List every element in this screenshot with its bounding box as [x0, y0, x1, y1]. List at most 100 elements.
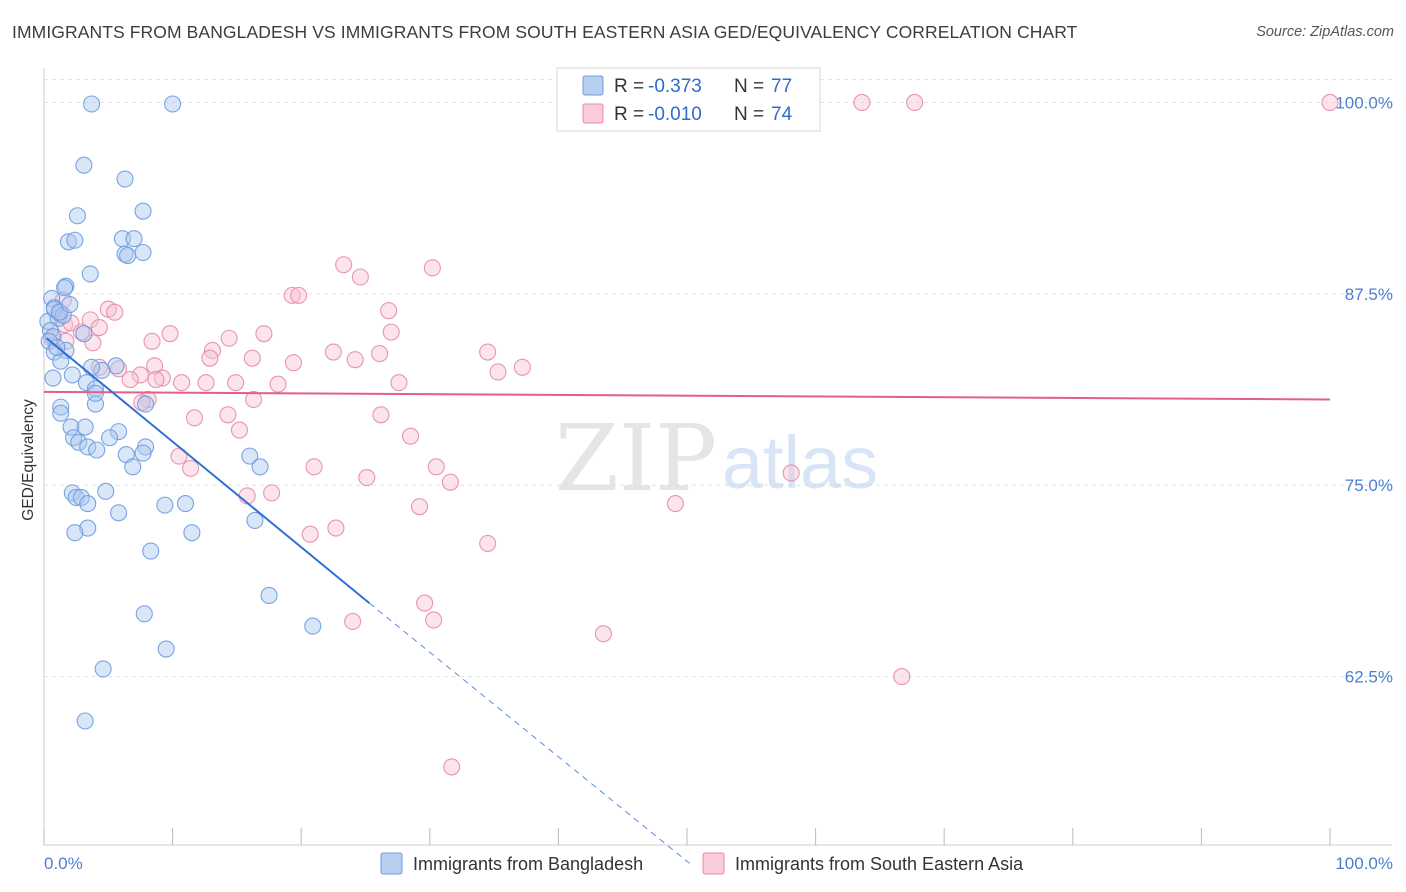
- sea-point-2: [1321, 93, 1339, 112]
- bangladesh-point-31: [93, 361, 111, 379]
- sea-point-0: [853, 93, 871, 112]
- bangladesh-point-1: [164, 95, 182, 113]
- bottom-legend-swatch-pink: [702, 852, 725, 875]
- sea-point-44: [197, 374, 215, 392]
- bangladesh-point-8: [59, 233, 77, 251]
- sea-point-69: [479, 534, 497, 552]
- series-bangladesh: [39, 95, 322, 730]
- series-south-eastern-asia: [43, 93, 1339, 776]
- trend-line-south-eastern-asia: [43, 390, 1331, 401]
- sea-point-74: [893, 668, 911, 686]
- sea-point-63: [238, 487, 256, 505]
- watermark-atlas: atlas: [722, 421, 878, 504]
- bangladesh-point-32: [83, 358, 101, 376]
- sea-point-73: [594, 625, 612, 643]
- bangladesh-point-34: [63, 366, 81, 384]
- sea-point-15: [90, 318, 108, 337]
- bangladesh-point-40: [52, 404, 70, 422]
- bangladesh-point-12: [119, 247, 137, 265]
- sea-point-58: [305, 458, 323, 476]
- sea-point-19: [57, 332, 75, 350]
- grid-lines: [44, 79, 1392, 678]
- sea-point-54: [230, 421, 249, 439]
- bangladesh-point-15: [56, 279, 74, 297]
- bangladesh-point-38: [137, 395, 155, 413]
- chart-source: Source: ZipAtlas.com: [1256, 24, 1394, 40]
- bangladesh-point-64: [66, 524, 84, 542]
- bangladesh-point-48: [88, 441, 106, 459]
- y-tick-label-2: 87.5%: [1345, 285, 1393, 304]
- bangladesh-point-30: [107, 357, 125, 375]
- sea-point-22: [161, 325, 179, 343]
- x-tick-label-max: 100.0%: [1335, 854, 1393, 873]
- legend-r-label-pink: R =: [614, 104, 644, 125]
- chart-title: IMMIGRANTS FROM BANGLADESH VS IMMIGRANTS…: [12, 22, 1078, 42]
- bangladesh-point-61: [110, 504, 128, 522]
- sea-point-68: [301, 525, 319, 543]
- legend-swatch-pink: [582, 103, 604, 124]
- bangladesh-point-57: [72, 488, 90, 507]
- sea-point-53: [372, 406, 390, 424]
- bangladesh-point-58: [97, 482, 115, 500]
- sea-point-23: [255, 325, 273, 343]
- sea-point-70: [416, 594, 434, 612]
- sea-point-34: [146, 357, 164, 375]
- sea-point-3: [335, 256, 353, 274]
- sea-point-57: [182, 459, 200, 477]
- sea-point-45: [227, 374, 245, 392]
- y-axis-label: GED/Equivalency: [20, 399, 37, 521]
- trend-lines: [43, 337, 1331, 864]
- sea-point-1: [906, 93, 924, 112]
- sea-point-51: [185, 409, 204, 427]
- legend: R = -0.373 N = 77 R = -0.010 N = 74: [556, 67, 821, 132]
- sea-point-38: [153, 369, 171, 387]
- sea-point-55: [401, 427, 420, 445]
- bangladesh-point-73: [79, 495, 97, 513]
- sea-point-61: [441, 473, 459, 491]
- bangladesh-point-25: [75, 325, 93, 343]
- sea-point-21: [143, 332, 161, 350]
- bangladesh-point-66: [142, 542, 160, 560]
- bottom-legend: Immigrants from Bangladesh Immigrants fr…: [380, 852, 1024, 875]
- axes: [43, 68, 1392, 846]
- bangladesh-point-39: [52, 398, 70, 416]
- legend-swatch-blue: [582, 75, 604, 96]
- bangladesh-point-41: [62, 418, 80, 436]
- bangladesh-point-43: [110, 423, 128, 441]
- sea-point-42: [147, 371, 165, 389]
- sea-point-46: [269, 375, 287, 393]
- sea-point-60: [358, 469, 376, 487]
- sea-point-6: [283, 286, 301, 304]
- bangladesh-point-2: [75, 156, 93, 174]
- legend-n-label-pink: N =: [734, 104, 764, 125]
- sea-point-4: [351, 268, 369, 286]
- sea-point-17: [72, 323, 90, 341]
- bangladesh-point-29: [52, 352, 70, 370]
- sea-point-5: [423, 259, 441, 277]
- bangladesh-point-68: [135, 605, 153, 623]
- sea-point-11: [106, 303, 124, 321]
- sea-point-67: [327, 519, 345, 537]
- sea-point-28: [371, 344, 389, 363]
- bangladesh-point-60: [156, 496, 174, 514]
- sea-point-48: [245, 390, 263, 409]
- bangladesh-point-67: [260, 586, 278, 604]
- x-tick-label-min: 0.0%: [44, 854, 83, 873]
- y-tick-labels: 62.5% 75.0% 87.5% 100.0%: [1335, 93, 1393, 686]
- bangladesh-point-9: [66, 231, 84, 249]
- sea-point-8: [380, 302, 398, 320]
- bangladesh-point-75: [61, 296, 79, 314]
- sea-point-43: [173, 374, 191, 392]
- sea-point-29: [479, 343, 497, 361]
- legend-r-label-blue: R =: [614, 76, 644, 97]
- sea-point-20: [84, 334, 102, 352]
- bangladesh-point-11: [134, 243, 152, 262]
- bangladesh-point-47: [79, 438, 97, 456]
- bottom-legend-label-blue: Immigrants from Bangladesh: [413, 854, 643, 874]
- sea-point-62: [782, 464, 800, 482]
- bangladesh-point-53: [124, 458, 142, 476]
- bottom-legend-swatch-blue: [380, 852, 403, 875]
- legend-n-label-blue: N =: [734, 76, 764, 97]
- sea-point-27: [324, 343, 342, 361]
- bangladesh-point-54: [251, 458, 269, 476]
